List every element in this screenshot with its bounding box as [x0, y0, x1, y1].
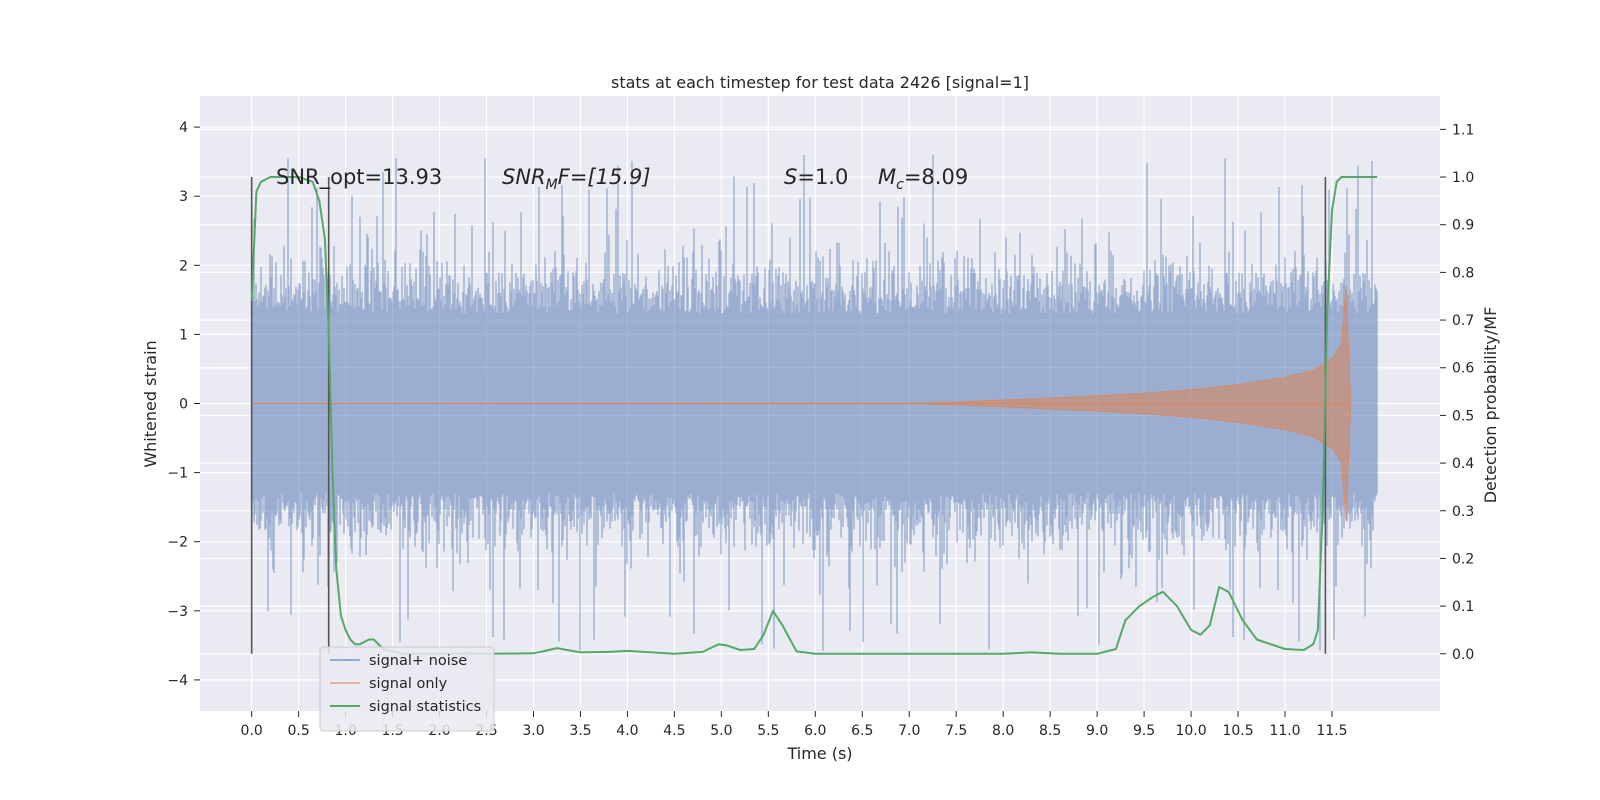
chart-title: stats at each timestep for test data 242… — [611, 73, 1029, 92]
y-tick-label: 3 — [179, 189, 188, 205]
x-tick-label: 4.0 — [616, 723, 638, 739]
y-tick-label: 2 — [179, 258, 188, 274]
x-tick-label: 3.5 — [569, 723, 591, 739]
y-tick-label: −2 — [167, 535, 188, 551]
x-tick-label: 4.5 — [663, 723, 685, 739]
x-tick-label: 5.5 — [757, 723, 779, 739]
y2-axis-label: Detection probability/MF — [1481, 307, 1500, 504]
x-tick-label: 8.5 — [1039, 723, 1061, 739]
x-tick-label: 9.0 — [1086, 723, 1108, 739]
x-tick-label: 11.0 — [1269, 723, 1300, 739]
annotation-mc-rest: =8.09 — [904, 165, 968, 189]
y2-tick-label: 0.8 — [1452, 265, 1474, 281]
x-tick-label: 6.0 — [804, 723, 826, 739]
y2-tick-label: 0.3 — [1452, 504, 1474, 520]
series-signal-only — [251, 285, 1352, 522]
axis-ticks: 0.00.51.01.52.02.53.03.54.04.55.05.56.06… — [167, 120, 1474, 739]
annotation-s-rest: =1.0 — [797, 165, 848, 189]
x-tick-label: 10.0 — [1175, 723, 1206, 739]
y2-tick-label: 0.4 — [1452, 456, 1474, 472]
y2-tick-label: 0.9 — [1452, 218, 1474, 234]
annotation-mc-main: M — [878, 165, 896, 189]
y-tick-label: 0 — [179, 397, 188, 413]
x-tick-label: 6.5 — [851, 723, 873, 739]
legend-label-signal-statistics: signal statistics — [369, 699, 481, 715]
annotation-mc-sub: c — [896, 177, 904, 193]
y-tick-label: 4 — [179, 120, 188, 136]
signal-statistics-line — [250, 176, 1378, 655]
legend-label-signal-noise: signal+ noise — [369, 653, 467, 669]
x-axis-label: Time (s) — [786, 744, 852, 763]
x-tick-label: 0.0 — [241, 723, 263, 739]
x-tick-label: 9.5 — [1133, 723, 1155, 739]
y2-tick-label: 0.7 — [1452, 313, 1474, 329]
y2-tick-label: 0.2 — [1452, 551, 1474, 567]
annotation-mc: Mc=8.09 — [878, 165, 968, 193]
y-tick-label: −1 — [167, 466, 188, 482]
x-tick-label: 7.0 — [898, 723, 920, 739]
annotation-s: S=1.0 — [784, 165, 848, 189]
x-tick-label: 10.5 — [1222, 723, 1253, 739]
y2-tick-label: 1.1 — [1452, 122, 1474, 138]
legend-box — [319, 646, 495, 732]
y-axis-label: Whitened strain — [141, 340, 160, 467]
x-tick-label: 5.0 — [710, 723, 732, 739]
annotation-s-main: S — [784, 165, 797, 189]
x-tick-label: 0.5 — [288, 723, 310, 739]
y-tick-label: 1 — [179, 327, 188, 343]
y2-tick-label: 0.1 — [1452, 599, 1474, 615]
legend: signal+ noise signal only signal statist… — [319, 646, 495, 732]
annotation-snr-mf-rest: F=[15.9] — [558, 165, 651, 189]
annotation-snr-mf-sub: M — [546, 177, 558, 193]
y2-tick-label: 0.0 — [1452, 647, 1474, 663]
annotation-snr-opt: SNR_opt=13.93 — [276, 165, 442, 190]
x-tick-label: 8.0 — [992, 723, 1014, 739]
y2-tick-label: 0.6 — [1452, 361, 1474, 377]
annotation-snr-mf: SNRMF=[15.9] — [502, 165, 651, 193]
y2-tick-label: 0.5 — [1452, 408, 1474, 424]
y-tick-label: −3 — [167, 604, 188, 620]
series-signal-statistics — [250, 176, 1378, 655]
x-tick-label: 3.0 — [522, 723, 544, 739]
y-tick-label: −4 — [167, 673, 188, 689]
x-tick-label: 11.5 — [1316, 723, 1347, 739]
y2-tick-label: 1.0 — [1452, 170, 1474, 186]
x-tick-label: 7.5 — [945, 723, 967, 739]
annotation-snr-mf-main: SNR — [502, 165, 546, 189]
legend-label-signal-only: signal only — [369, 676, 448, 692]
